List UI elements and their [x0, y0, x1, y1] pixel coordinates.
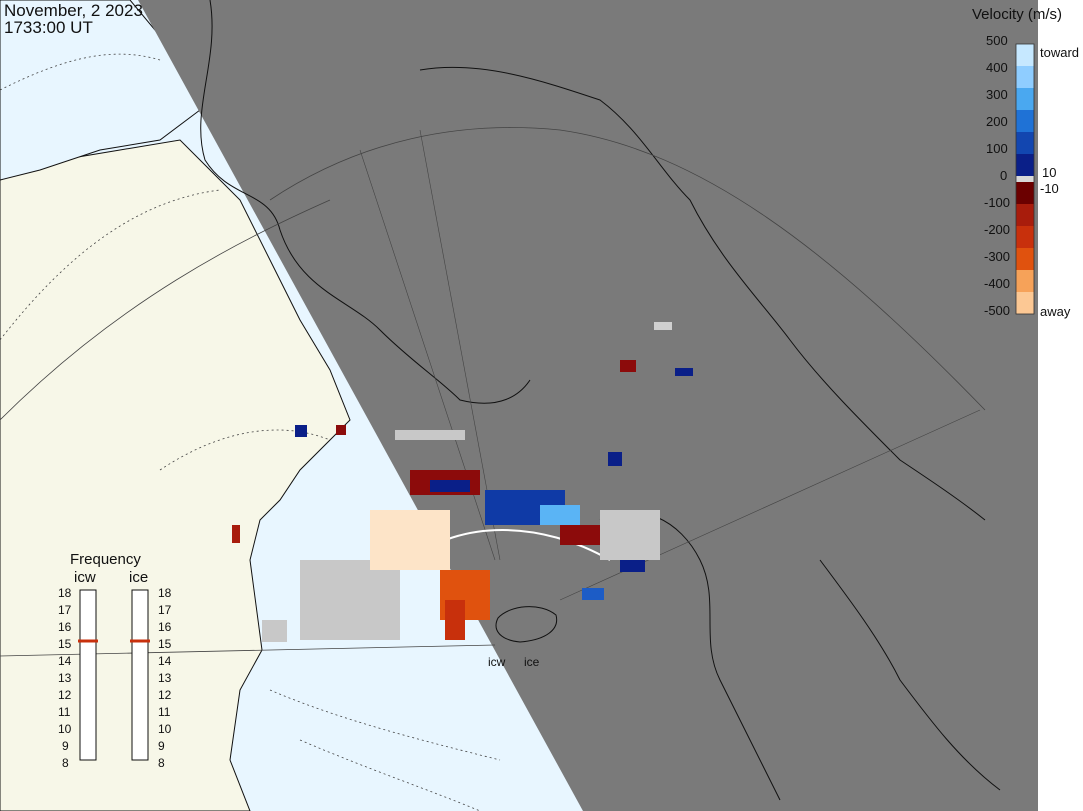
dotted-arc-4 [299, 739, 481, 811]
colorbar-toward-4 [1016, 110, 1034, 132]
cell [540, 505, 580, 525]
time-title: 1733:00 UT [4, 18, 93, 37]
cell [262, 620, 287, 642]
freq-scale-label: 14 [58, 654, 72, 668]
colorbar-away-2 [1016, 204, 1034, 226]
freq-scale-label: 10 [158, 722, 172, 736]
colorbar-toward-2 [1016, 66, 1034, 88]
site-label-ice: ice [524, 655, 540, 669]
cell [232, 525, 240, 543]
freq-scale-label: 15 [58, 637, 72, 651]
lon-line-1 [419, 129, 501, 561]
colorbar-tick: 0 [1000, 168, 1008, 183]
colorbar [1015, 43, 1035, 315]
cell [430, 480, 470, 492]
cell [300, 560, 400, 640]
freq-scale-label: 9 [62, 739, 69, 753]
colorbar-tick: 500 [986, 33, 1008, 48]
cell [370, 510, 450, 570]
lat-circle [269, 127, 986, 411]
freq-scale-label: 11 [58, 705, 71, 719]
site-label-icw: icw [488, 655, 506, 669]
freq-scale-label: 16 [158, 620, 172, 634]
colorbar-minus10-label: -10 [1040, 181, 1059, 196]
colorbar-tick: 300 [986, 87, 1008, 102]
colorbar-zero [1016, 176, 1034, 182]
right-margin [1038, 0, 1083, 811]
cell [336, 425, 346, 435]
lat-circle-day [0, 199, 331, 421]
colorbar-away-4 [1016, 248, 1034, 270]
colorbar-tick: 100 [986, 141, 1008, 156]
cell [600, 510, 660, 560]
cell [445, 600, 465, 640]
colorbar-frame [1015, 43, 1035, 315]
cell [608, 452, 622, 466]
frequency-radar-ice: ice [129, 569, 149, 586]
freq-scale-label: 10 [58, 722, 72, 736]
cell [295, 425, 307, 437]
freq-scale-label: 17 [158, 603, 172, 617]
freq-scale-label: 12 [158, 688, 172, 702]
freq-scale-label: 9 [158, 739, 165, 753]
colorbar-tick: -400 [984, 276, 1011, 291]
colorbar-tick: 200 [986, 114, 1008, 129]
colorbar-away-1 [1016, 182, 1034, 204]
cell [620, 560, 645, 572]
cell [395, 430, 465, 440]
colorbar-toward-6 [1016, 154, 1034, 176]
freq-scale-label: 13 [58, 671, 72, 685]
freq-scale-label: 18 [58, 586, 72, 600]
freq-scale-label: 13 [158, 671, 172, 685]
freq-scale-label: 11 [158, 705, 171, 719]
cell [620, 360, 636, 372]
dotted-arc-2 [159, 429, 331, 471]
freq-scale-label: 15 [158, 637, 172, 651]
freq-scale-label: 16 [58, 620, 72, 634]
colorbar-toward-3 [1016, 88, 1034, 110]
freq-scale-label: 18 [158, 586, 172, 600]
colorbar-title: Velocity (m/s) [972, 6, 1063, 23]
frequency-title: Frequency [70, 551, 141, 568]
ice-gauge [131, 589, 149, 761]
colorbar-tick: -200 [984, 222, 1011, 237]
colorbar-tick: -300 [984, 249, 1011, 264]
freq-scale-label: 14 [158, 654, 172, 668]
colorbar-away-label: away [1040, 304, 1071, 319]
coast-europe [819, 559, 1001, 791]
coast-greenland [200, 0, 531, 404]
frequency-radar-icw: icw [74, 569, 96, 586]
velocity-cells [232, 322, 693, 642]
night-terminator [138, 0, 1038, 811]
colorbar-tick: 400 [986, 60, 1008, 75]
colorbar-toward-label: toward [1040, 45, 1080, 60]
freq-scale-label: 8 [62, 756, 69, 770]
colorbar-toward-1 [1016, 44, 1034, 66]
cell [654, 322, 672, 330]
freq-scale-label: 8 [158, 756, 165, 770]
coast-iceland [495, 606, 558, 643]
coast-arctic [419, 66, 986, 521]
icw-gauge [79, 589, 97, 761]
cell [582, 588, 604, 600]
frequency-gauges [78, 589, 150, 761]
land-day-north [0, 0, 201, 181]
colorbar-away-6 [1016, 292, 1034, 314]
freq-scale-label: 17 [58, 603, 72, 617]
colorbar-away-5 [1016, 270, 1034, 292]
colorbar-toward-5 [1016, 132, 1034, 154]
colorbar-plus10-label: 10 [1042, 165, 1057, 180]
colorbar-tick: -500 [984, 303, 1011, 318]
colorbar-away-3 [1016, 226, 1034, 248]
colorbar-tick: -100 [984, 195, 1011, 210]
date-title: November, 2 2023 [4, 1, 143, 20]
freq-scale-label: 12 [58, 688, 72, 702]
cell [675, 368, 693, 376]
